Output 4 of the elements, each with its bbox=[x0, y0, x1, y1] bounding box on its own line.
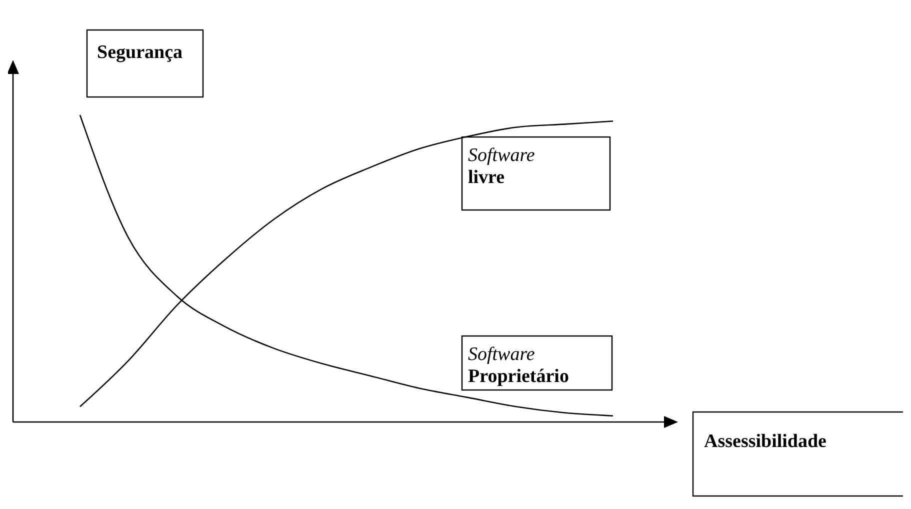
y-axis-title: Segurança bbox=[97, 42, 183, 63]
series-label: Software livre bbox=[468, 145, 535, 188]
x-axis-title: Assessibilidade bbox=[704, 431, 826, 452]
series-label: Software Proprietário bbox=[468, 344, 569, 387]
